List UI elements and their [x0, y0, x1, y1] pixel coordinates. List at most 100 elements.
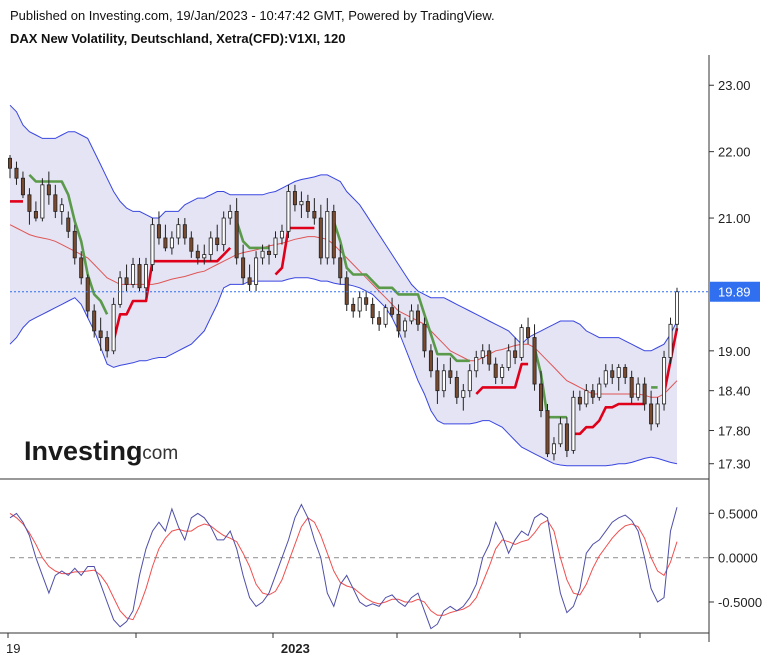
candle-body: [7, 157, 12, 169]
candle-body: [72, 230, 77, 259]
candle-body: [221, 217, 226, 245]
chart-title: DAX New Volatility, Deutschland, Xetra(C…: [10, 31, 346, 46]
bollinger-upper-line: [9, 104, 678, 352]
candle-body: [642, 383, 647, 405]
logo-suffix: .com: [137, 443, 178, 464]
time-tick-label: 19: [6, 641, 20, 656]
stop-line-up: [475, 362, 529, 395]
candle-body: [461, 390, 466, 398]
stop-line-up: [274, 226, 315, 276]
logo-brand: Investing: [24, 436, 143, 466]
candle-body: [409, 310, 414, 322]
candle-body: [338, 257, 343, 279]
candle-body: [305, 201, 310, 212]
candle-body: [137, 264, 142, 289]
candle-body: [247, 277, 252, 285]
candle-body: [331, 210, 336, 259]
last-price-label: 19.89: [718, 285, 751, 300]
candle-body: [480, 350, 485, 358]
candle-body: [234, 210, 239, 259]
candle-body: [577, 396, 582, 405]
investing-logo: Investing .com: [24, 436, 178, 466]
candle-body: [564, 423, 569, 451]
price-tick-label: 18.40: [718, 384, 751, 399]
candle-body: [493, 363, 498, 378]
candle-body: [286, 191, 291, 232]
candle-body: [403, 320, 408, 332]
candle-body: [215, 237, 220, 246]
candle-body: [649, 403, 654, 425]
publish-info: Published on Investing.com, 19/Jan/2023 …: [10, 8, 495, 23]
candle-body: [454, 376, 459, 398]
candle-body: [14, 167, 19, 179]
candle-body: [163, 237, 168, 249]
price-pane: [7, 104, 709, 467]
candle-body: [441, 370, 446, 392]
candle-body: [448, 370, 453, 378]
candle-body: [20, 177, 25, 196]
stop-line-down: [332, 220, 470, 363]
candle-body: [195, 250, 200, 259]
candle-body: [519, 327, 524, 358]
candle-body: [118, 277, 123, 305]
candle-body: [390, 307, 395, 315]
candle-body: [189, 237, 194, 252]
candle-body: [53, 194, 58, 212]
candle-body: [92, 310, 97, 332]
candle-body: [551, 443, 556, 455]
candle-body: [526, 327, 531, 338]
candle-body: [584, 390, 589, 405]
oscillator-tick-label: -0.5000: [718, 595, 762, 610]
oscillator-tick-label: 0.5000: [718, 506, 758, 521]
candle-body: [46, 184, 51, 196]
candle-body: [603, 370, 608, 385]
candle-body: [571, 396, 576, 451]
candle-body: [254, 257, 259, 285]
candle-body: [415, 310, 420, 325]
candle-body: [351, 303, 356, 312]
candle-body: [176, 224, 181, 239]
candle-body: [98, 330, 103, 338]
candle-body: [59, 204, 64, 212]
candle-body: [279, 230, 284, 239]
candle-body: [260, 250, 265, 259]
price-tick-label: 23.00: [718, 78, 751, 93]
candle-body: [435, 370, 440, 392]
candle-body: [111, 303, 116, 352]
candle-body: [267, 250, 272, 255]
stop-line-down: [533, 347, 567, 419]
candle-body: [312, 210, 317, 219]
candle-body: [513, 350, 518, 358]
candle-body: [241, 257, 246, 279]
oscillator-fast-line: [9, 503, 678, 630]
candle-body: [396, 313, 401, 332]
candle-body: [27, 194, 32, 212]
candle-body: [467, 370, 472, 392]
candle-body: [662, 357, 667, 405]
candle-body: [428, 350, 433, 372]
axes: 23.00 22.00 21.00 19.00 18.40 17.80 17.30 19.89…: [0, 55, 762, 656]
candle-body: [202, 254, 207, 259]
candle-body: [143, 264, 148, 289]
candle-body: [131, 264, 136, 285]
candle-body: [357, 297, 362, 312]
candle-body: [150, 224, 155, 265]
candle-body: [668, 323, 673, 358]
price-tick-label: 17.80: [718, 424, 751, 439]
bollinger-lower-line: [9, 277, 678, 467]
time-tick-label: 2023: [281, 641, 310, 656]
candle-body: [156, 224, 161, 239]
candle-body: [299, 201, 304, 206]
candle-body: [545, 410, 550, 455]
candle-body: [487, 350, 492, 365]
candle-body: [590, 390, 595, 398]
candle-body: [597, 383, 602, 398]
oscillator-tick-label: 0.0000: [718, 551, 758, 566]
candle-body: [474, 357, 479, 372]
candle-body: [629, 376, 634, 398]
candle-body: [383, 307, 388, 325]
candle-body: [636, 383, 641, 398]
candle-body: [124, 277, 129, 285]
candle-body: [344, 277, 349, 305]
